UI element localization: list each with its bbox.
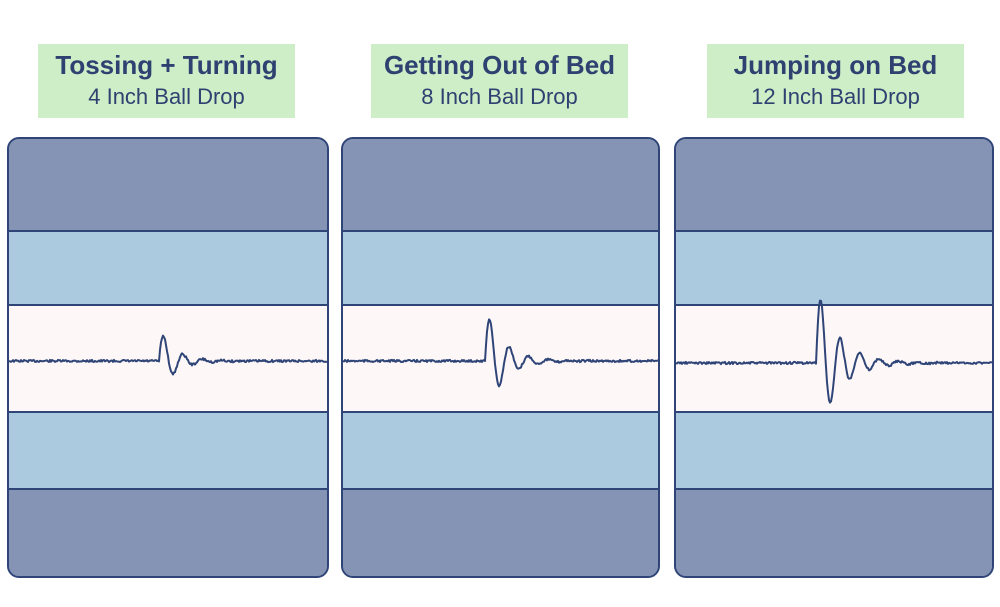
band-center <box>343 304 658 413</box>
band-upper-mid <box>343 230 658 304</box>
label-title: Getting Out of Bed <box>383 50 616 80</box>
label-title: Tossing + Turning <box>55 50 278 80</box>
label-subtitle: 8 Inch Ball Drop <box>421 84 578 109</box>
label-jumping-on-bed: Jumping on Bed 12 Inch Ball Drop <box>707 44 964 118</box>
mattress-panel-2 <box>341 137 660 578</box>
band-center <box>676 304 992 413</box>
motion-wave-3 <box>676 299 992 404</box>
wave-line <box>343 318 658 388</box>
band-lower-mid <box>343 413 658 488</box>
band-lower-mid <box>676 413 992 488</box>
label-subtitle: 12 Inch Ball Drop <box>751 84 920 109</box>
label-getting-out-of-bed: Getting Out of Bed 8 Inch Ball Drop <box>371 44 628 118</box>
mattress-panel-3 <box>674 137 994 578</box>
band-bottom <box>676 488 992 576</box>
motion-wave-2 <box>343 318 658 388</box>
band-top <box>9 139 327 230</box>
band-bottom <box>9 488 327 576</box>
wave-line <box>9 334 327 376</box>
wave-line <box>676 299 992 404</box>
band-lower-mid <box>9 413 327 488</box>
band-top <box>676 139 992 230</box>
band-top <box>343 139 658 230</box>
band-bottom <box>343 488 658 576</box>
label-subtitle: 4 Inch Ball Drop <box>88 84 245 109</box>
label-tossing-turning: Tossing + Turning 4 Inch Ball Drop <box>38 44 295 118</box>
motion-wave-1 <box>9 334 327 376</box>
label-title: Jumping on Bed <box>733 50 938 80</box>
band-upper-mid <box>676 230 992 304</box>
mattress-panel-1 <box>7 137 329 578</box>
band-upper-mid <box>9 230 327 304</box>
